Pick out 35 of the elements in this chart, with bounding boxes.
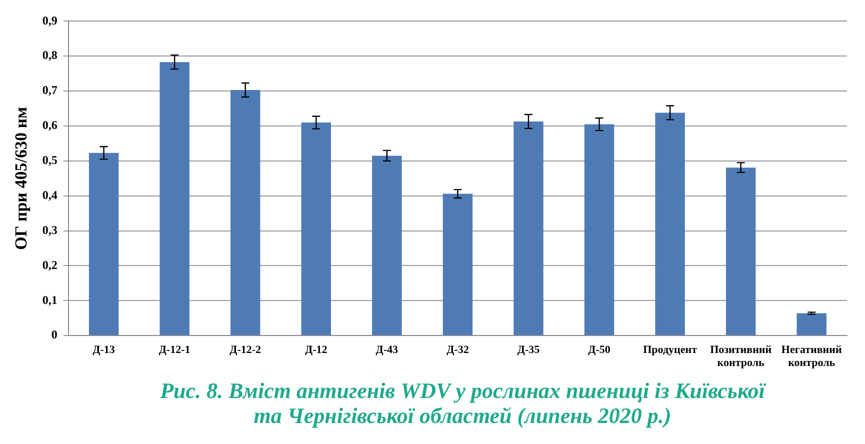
bar <box>160 62 190 336</box>
y-tick-label: 0,7 <box>42 83 58 98</box>
text: Рис. 8. Вміст антигенів WDV у рослинах пшениці із Київської <box>159 378 767 403</box>
x-tick-label: Д-13 <box>92 344 116 356</box>
x-tick-label: Д-35 <box>517 344 540 356</box>
bar <box>514 121 544 336</box>
x-tick-label: Д-12 <box>305 344 328 356</box>
y-axis-title: ОГ при 405/630 нм <box>12 106 31 250</box>
x-tick-label: Продуцент <box>643 344 698 356</box>
y-tick-label: 0,1 <box>42 292 58 307</box>
bar <box>301 122 331 336</box>
x-tick-label: Позитивний контроль <box>710 344 772 370</box>
y-tick-label: 0,2 <box>42 258 58 272</box>
bar <box>442 194 473 336</box>
y-tick-label: 0,9 <box>42 13 58 28</box>
y-tick-label: 0,8 <box>42 48 58 62</box>
x-tick-label: Д-12-2 <box>230 344 262 356</box>
bar <box>88 152 119 336</box>
x-tick-label: Д-50 <box>588 344 611 356</box>
y-tick-label: 0,5 <box>42 153 58 168</box>
y-tick-label: 0,3 <box>42 222 58 237</box>
bar <box>726 168 756 336</box>
bar <box>655 112 685 336</box>
y-tick-label: 0,6 <box>42 118 58 132</box>
x-tick-label: Д-12-1 <box>158 344 190 356</box>
x-tick-label: Д-43 <box>376 344 399 356</box>
y-tick-label: 0,4 <box>42 188 58 202</box>
bar <box>584 124 614 336</box>
bar <box>230 90 260 336</box>
y-tick-label: 0 <box>51 328 58 342</box>
x-tick-label: Д-32 <box>446 344 470 356</box>
bar <box>372 156 402 336</box>
text: та Чернігівської областей (липень 2020 р.) <box>252 403 672 428</box>
x-tick-label: Негативний контроль <box>781 344 842 370</box>
bar <box>796 313 826 336</box>
